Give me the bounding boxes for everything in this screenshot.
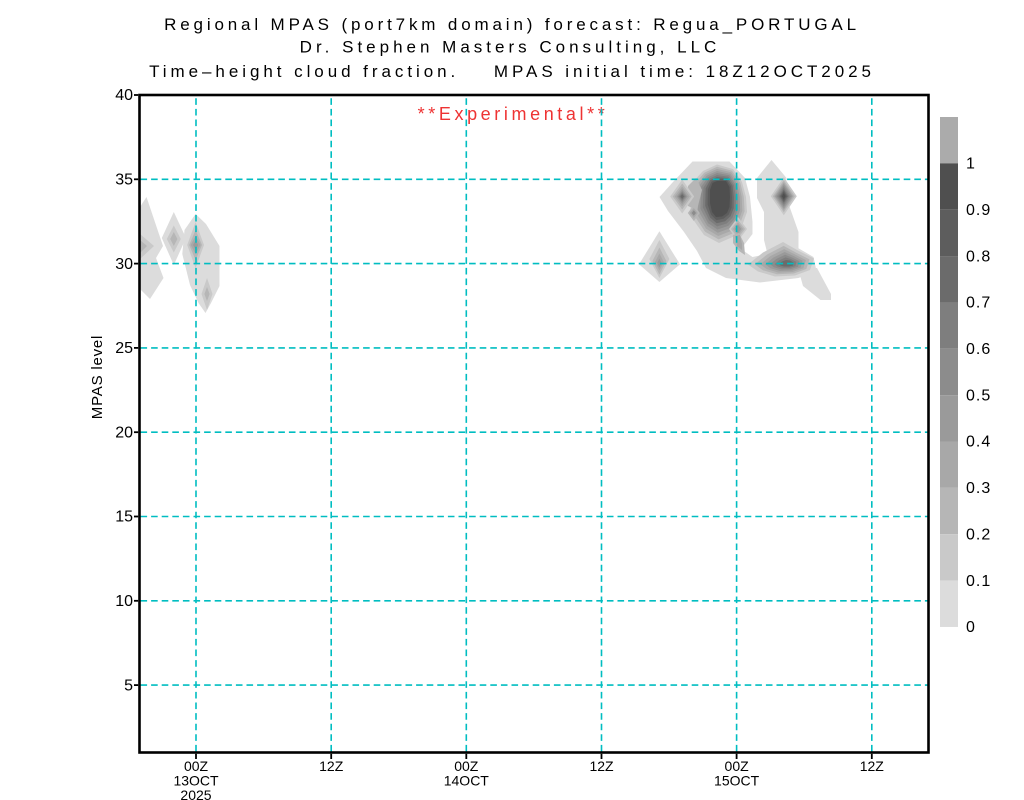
svg-text:1: 1 — [966, 156, 976, 173]
svg-text:0.6: 0.6 — [966, 341, 991, 358]
svg-text:00Z: 00Z — [725, 758, 750, 774]
svg-text:0.8: 0.8 — [966, 248, 991, 265]
svg-text:**Experimental**: **Experimental** — [418, 104, 609, 124]
svg-text:10: 10 — [115, 593, 133, 610]
svg-text:0.3: 0.3 — [966, 480, 991, 497]
svg-text:0.9: 0.9 — [966, 202, 991, 219]
svg-text:5: 5 — [124, 677, 133, 694]
svg-text:12Z: 12Z — [860, 758, 885, 774]
svg-text:0.7: 0.7 — [966, 295, 991, 312]
svg-text:12Z: 12Z — [319, 758, 344, 774]
svg-text:12Z: 12Z — [589, 758, 614, 774]
svg-text:14OCT: 14OCT — [444, 773, 490, 789]
svg-text:40: 40 — [115, 87, 133, 104]
svg-text:25: 25 — [115, 340, 133, 357]
svg-text:Dr. Stephen Masters Consulting: Dr. Stephen Masters Consulting, LLC — [300, 38, 721, 57]
svg-text:MPAS level: MPAS level — [89, 335, 106, 419]
svg-text:20: 20 — [115, 424, 133, 441]
svg-text:13OCT: 13OCT — [173, 773, 219, 789]
svg-text:0.2: 0.2 — [966, 526, 991, 543]
svg-text:0.5: 0.5 — [966, 387, 991, 404]
svg-text:Regional MPAS (port7km domain): Regional MPAS (port7km domain) forecast:… — [164, 15, 860, 34]
svg-text:00Z: 00Z — [184, 758, 209, 774]
svg-text:2025: 2025 — [180, 787, 211, 800]
svg-text:35: 35 — [115, 172, 133, 189]
svg-text:0: 0 — [966, 619, 976, 636]
svg-text:00Z: 00Z — [454, 758, 479, 774]
svg-text:15: 15 — [115, 509, 133, 526]
svg-text:0.1: 0.1 — [966, 573, 991, 590]
svg-text:0.4: 0.4 — [966, 434, 991, 451]
svg-text:30: 30 — [115, 256, 133, 273]
svg-text:Time–height cloud fraction.: Time–height cloud fraction. MPAS initial… — [149, 62, 875, 81]
svg-text:15OCT: 15OCT — [714, 773, 760, 789]
